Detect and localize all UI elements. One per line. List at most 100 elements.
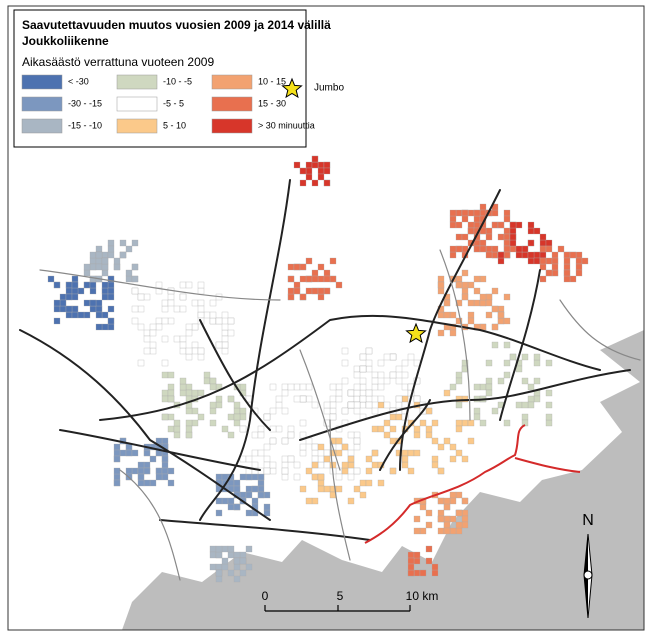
grid-cell xyxy=(473,209,481,217)
grid-cell xyxy=(113,479,121,487)
grid-cell xyxy=(95,245,103,253)
grid-cell xyxy=(467,227,475,235)
grid-cell xyxy=(407,569,415,577)
grid-cell xyxy=(257,449,265,457)
grid-cell xyxy=(461,455,469,463)
grid-cell xyxy=(377,383,385,391)
scale-label: 5 xyxy=(337,589,344,603)
grid-cell xyxy=(287,431,295,439)
grid-cell xyxy=(539,233,547,241)
grid-cell xyxy=(347,473,355,481)
grid-cell xyxy=(497,221,505,229)
grid-cell xyxy=(185,353,193,361)
grid-cell xyxy=(161,359,169,367)
grid-cell xyxy=(521,401,529,409)
grid-cell xyxy=(197,353,205,361)
grid-cell xyxy=(341,461,349,469)
grid-cell xyxy=(101,281,109,289)
grid-cell xyxy=(215,497,223,505)
grid-cell xyxy=(371,371,379,379)
grid-cell xyxy=(437,281,445,289)
grid-cell xyxy=(539,263,547,271)
grid-cell xyxy=(473,245,481,253)
grid-cell xyxy=(431,437,439,445)
grid-cell xyxy=(125,269,133,277)
grid-cell xyxy=(455,425,463,433)
grid-cell xyxy=(269,407,277,415)
grid-cell xyxy=(461,287,469,295)
grid-cell xyxy=(311,449,319,457)
grid-cell xyxy=(137,467,145,475)
grid-cell xyxy=(281,437,289,445)
grid-cell xyxy=(167,293,175,301)
grid-cell xyxy=(323,287,331,295)
grid-cell xyxy=(197,413,205,421)
grid-cell xyxy=(413,557,421,565)
grid-cell xyxy=(431,455,439,463)
grid-cell xyxy=(281,389,289,397)
grid-cell xyxy=(491,245,499,253)
grid-cell xyxy=(425,407,433,415)
grid-cell xyxy=(299,293,307,301)
legend-title: Aikasäästö verrattuna vuoteen 2009 xyxy=(22,55,214,69)
grid-cell xyxy=(323,161,331,169)
grid-cell xyxy=(47,275,55,283)
grid-cell xyxy=(293,461,301,469)
grid-cell xyxy=(551,257,559,265)
grid-cell xyxy=(173,431,181,439)
grid-cell xyxy=(311,179,319,187)
grid-cell xyxy=(437,515,445,523)
grid-cell xyxy=(323,455,331,463)
grid-cell xyxy=(365,455,373,463)
grid-cell xyxy=(281,461,289,469)
grid-cell xyxy=(155,473,163,481)
grid-cell xyxy=(239,557,247,565)
grid-cell xyxy=(323,461,331,469)
grid-cell xyxy=(485,233,493,241)
grid-cell xyxy=(347,449,355,457)
grid-cell xyxy=(239,473,247,481)
grid-cell xyxy=(137,473,145,481)
grid-cell xyxy=(545,413,553,421)
grid-cell xyxy=(539,257,547,265)
grid-cell xyxy=(455,521,463,529)
grid-cell xyxy=(527,239,535,247)
grid-cell xyxy=(71,293,79,301)
grid-cell xyxy=(275,401,283,409)
grid-cell xyxy=(101,263,109,271)
grid-cell xyxy=(527,395,535,403)
grid-cell xyxy=(479,209,487,217)
grid-cell xyxy=(95,263,103,271)
grid-cell xyxy=(503,227,511,235)
grid-cell xyxy=(455,491,463,499)
grid-cell xyxy=(167,317,175,325)
grid-cell xyxy=(215,401,223,409)
grid-cell xyxy=(89,257,97,265)
grid-cell xyxy=(497,317,505,325)
grid-cell xyxy=(215,569,223,577)
grid-cell xyxy=(233,419,241,427)
grid-cell xyxy=(83,263,91,271)
grid-cell xyxy=(149,455,157,463)
grid-cell xyxy=(455,209,463,217)
grid-cell xyxy=(281,383,289,391)
grid-cell xyxy=(449,455,457,463)
grid-cell xyxy=(161,305,169,313)
grid-cell xyxy=(413,551,421,559)
grid-cell xyxy=(467,209,475,217)
grid-cell xyxy=(71,281,79,289)
grid-cell xyxy=(107,323,115,331)
grid-cell xyxy=(317,473,325,481)
grid-cell xyxy=(485,359,493,367)
grid-cell xyxy=(71,305,79,313)
grid-cell xyxy=(59,299,67,307)
grid-cell xyxy=(167,383,175,391)
grid-cell xyxy=(161,371,169,379)
grid-cell xyxy=(209,545,217,553)
grid-cell xyxy=(173,335,181,343)
grid-cell xyxy=(155,317,163,325)
grid-cell xyxy=(53,305,61,313)
grid-cell xyxy=(257,479,265,487)
grid-cell xyxy=(389,467,397,475)
grid-cell xyxy=(341,467,349,475)
